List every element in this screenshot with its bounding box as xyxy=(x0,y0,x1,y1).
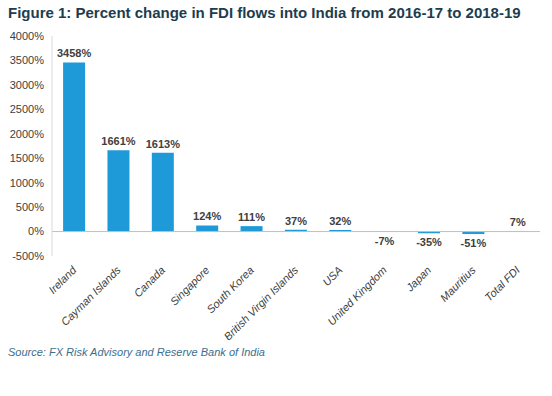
svg-text:32%: 32% xyxy=(329,215,351,227)
svg-text:3500%: 3500% xyxy=(10,54,44,66)
svg-text:2500%: 2500% xyxy=(10,103,44,115)
svg-text:2000%: 2000% xyxy=(10,128,44,140)
svg-text:Cayman Islands: Cayman Islands xyxy=(59,263,124,328)
svg-text:-51%: -51% xyxy=(461,237,487,249)
svg-text:4000%: 4000% xyxy=(10,30,44,42)
svg-text:Total FDI: Total FDI xyxy=(482,264,522,304)
svg-text:United Kingdom: United Kingdom xyxy=(325,264,389,328)
svg-text:Japan: Japan xyxy=(403,264,433,294)
svg-text:South Korea: South Korea xyxy=(204,263,256,316)
svg-text:111%: 111% xyxy=(238,211,265,223)
svg-text:Ireland: Ireland xyxy=(46,263,79,296)
svg-text:3458%: 3458% xyxy=(57,47,91,59)
svg-text:USA: USA xyxy=(320,264,344,288)
svg-text:3000%: 3000% xyxy=(10,79,44,91)
svg-text:124%: 124% xyxy=(193,210,221,222)
svg-text:1661%: 1661% xyxy=(101,135,135,147)
html-text:Figure 1: Percent change in FD: Figure 1: Percent change in FDI flows in… xyxy=(8,4,521,21)
html-text:Source: FX Risk Advisory and R: Source: FX Risk Advisory and Reserve Ban… xyxy=(8,346,265,358)
svg-text:1000%: 1000% xyxy=(10,177,44,189)
svg-text:7%: 7% xyxy=(510,216,526,228)
svg-text:-7%: -7% xyxy=(375,235,395,247)
svg-text:Mauritius: Mauritius xyxy=(438,263,478,303)
svg-text:-35%: -35% xyxy=(416,236,442,248)
svg-text:British Virgin Islands: British Virgin Islands xyxy=(221,263,300,340)
svg-text:0%: 0% xyxy=(28,225,44,237)
svg-text:500%: 500% xyxy=(16,201,44,213)
svg-text:1500%: 1500% xyxy=(10,152,44,164)
svg-text:Canada: Canada xyxy=(131,264,167,300)
svg-text:1613%: 1613% xyxy=(146,138,180,150)
svg-text:Singapore: Singapore xyxy=(168,264,212,308)
svg-text:-500%: -500% xyxy=(12,250,44,262)
svg-text:37%: 37% xyxy=(285,215,307,227)
